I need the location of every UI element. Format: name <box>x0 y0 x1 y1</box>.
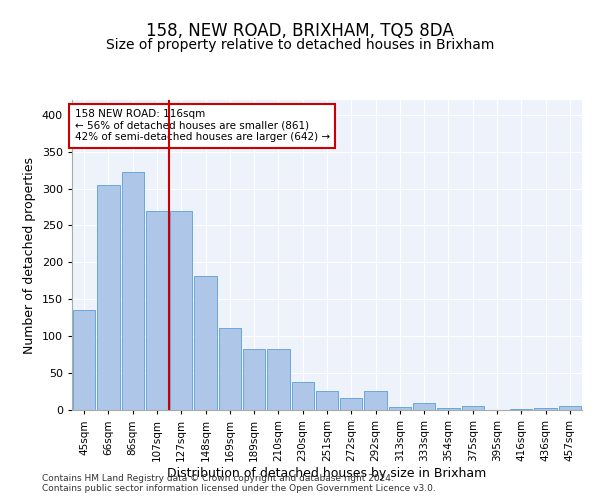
Bar <box>170 210 193 410</box>
Text: 158 NEW ROAD: 116sqm
← 56% of detached houses are smaller (861)
42% of semi-deta: 158 NEW ROAD: 116sqm ← 56% of detached h… <box>74 110 329 142</box>
Bar <box>340 398 362 410</box>
Bar <box>267 350 290 410</box>
Bar <box>413 402 436 410</box>
Bar <box>559 406 581 410</box>
Text: Contains public sector information licensed under the Open Government Licence v3: Contains public sector information licen… <box>42 484 436 493</box>
X-axis label: Distribution of detached houses by size in Brixham: Distribution of detached houses by size … <box>167 466 487 479</box>
Bar <box>437 408 460 410</box>
Bar <box>218 328 241 410</box>
Bar <box>461 406 484 410</box>
Bar <box>122 172 144 410</box>
Bar <box>316 391 338 410</box>
Bar <box>292 382 314 410</box>
Bar <box>146 210 168 410</box>
Bar <box>243 350 265 410</box>
Bar <box>535 408 557 410</box>
Y-axis label: Number of detached properties: Number of detached properties <box>23 156 36 354</box>
Bar <box>364 391 387 410</box>
Bar <box>389 407 411 410</box>
Bar <box>97 185 119 410</box>
Text: Size of property relative to detached houses in Brixham: Size of property relative to detached ho… <box>106 38 494 52</box>
Text: Contains HM Land Registry data © Crown copyright and database right 2024.: Contains HM Land Registry data © Crown c… <box>42 474 394 483</box>
Bar <box>73 310 95 410</box>
Bar <box>194 276 217 410</box>
Text: 158, NEW ROAD, BRIXHAM, TQ5 8DA: 158, NEW ROAD, BRIXHAM, TQ5 8DA <box>146 22 454 40</box>
